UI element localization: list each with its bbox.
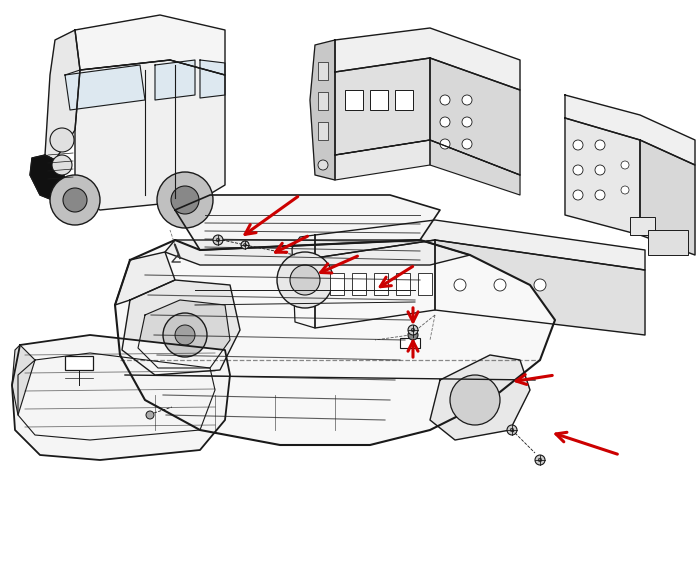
Circle shape: [318, 160, 328, 170]
Circle shape: [163, 313, 207, 357]
Bar: [352, 273, 366, 295]
Circle shape: [462, 117, 472, 127]
Circle shape: [573, 140, 583, 150]
Circle shape: [534, 279, 546, 291]
Polygon shape: [138, 300, 230, 368]
Polygon shape: [335, 58, 430, 155]
Circle shape: [462, 95, 472, 105]
Bar: [395, 90, 413, 110]
Circle shape: [573, 165, 583, 175]
Polygon shape: [75, 60, 225, 210]
Circle shape: [412, 328, 414, 332]
Bar: [400, 338, 420, 348]
Circle shape: [157, 172, 213, 228]
Polygon shape: [315, 240, 435, 328]
Circle shape: [462, 139, 472, 149]
Circle shape: [595, 190, 605, 200]
Bar: [396, 273, 410, 295]
Circle shape: [408, 330, 418, 340]
Polygon shape: [430, 355, 530, 440]
Circle shape: [408, 325, 418, 335]
Polygon shape: [115, 240, 555, 445]
Bar: [318, 92, 328, 110]
Circle shape: [595, 165, 605, 175]
Polygon shape: [122, 280, 240, 375]
Polygon shape: [115, 252, 175, 305]
Circle shape: [241, 241, 249, 249]
Polygon shape: [175, 195, 440, 250]
Circle shape: [63, 188, 87, 212]
Polygon shape: [565, 118, 640, 235]
Circle shape: [50, 128, 74, 152]
Circle shape: [277, 252, 333, 308]
Circle shape: [621, 161, 629, 169]
Polygon shape: [335, 140, 430, 180]
Polygon shape: [75, 15, 225, 75]
Polygon shape: [12, 335, 230, 460]
Circle shape: [52, 155, 72, 175]
Polygon shape: [565, 95, 695, 165]
Polygon shape: [435, 240, 645, 335]
Polygon shape: [430, 140, 520, 195]
Bar: [630, 217, 655, 235]
Circle shape: [146, 411, 154, 419]
Circle shape: [290, 265, 320, 295]
Polygon shape: [45, 30, 80, 160]
Circle shape: [538, 458, 542, 461]
Bar: [345, 90, 363, 110]
Circle shape: [213, 235, 223, 245]
Polygon shape: [315, 220, 645, 270]
Circle shape: [440, 95, 450, 105]
Bar: [648, 230, 688, 255]
Circle shape: [50, 175, 100, 225]
Bar: [374, 273, 388, 295]
Polygon shape: [292, 235, 315, 328]
Circle shape: [171, 186, 199, 214]
Circle shape: [440, 139, 450, 149]
Circle shape: [621, 186, 629, 194]
Bar: [330, 273, 344, 295]
Polygon shape: [155, 60, 195, 100]
Bar: [65, 356, 93, 370]
Polygon shape: [12, 345, 35, 415]
Circle shape: [510, 428, 514, 432]
Circle shape: [175, 325, 195, 345]
Circle shape: [450, 375, 500, 425]
Polygon shape: [310, 40, 335, 180]
Polygon shape: [200, 60, 225, 98]
Circle shape: [216, 238, 220, 242]
Bar: [318, 62, 328, 80]
Circle shape: [507, 425, 517, 435]
Polygon shape: [640, 140, 695, 255]
Bar: [318, 122, 328, 140]
Bar: [370, 90, 388, 110]
Polygon shape: [30, 155, 75, 205]
Polygon shape: [65, 65, 145, 110]
Polygon shape: [430, 58, 520, 175]
Circle shape: [494, 279, 506, 291]
Circle shape: [535, 455, 545, 465]
Polygon shape: [165, 240, 470, 265]
Circle shape: [440, 117, 450, 127]
Circle shape: [454, 279, 466, 291]
Polygon shape: [335, 28, 520, 90]
Circle shape: [595, 140, 605, 150]
Bar: [418, 273, 432, 295]
Circle shape: [244, 243, 246, 246]
Circle shape: [573, 190, 583, 200]
